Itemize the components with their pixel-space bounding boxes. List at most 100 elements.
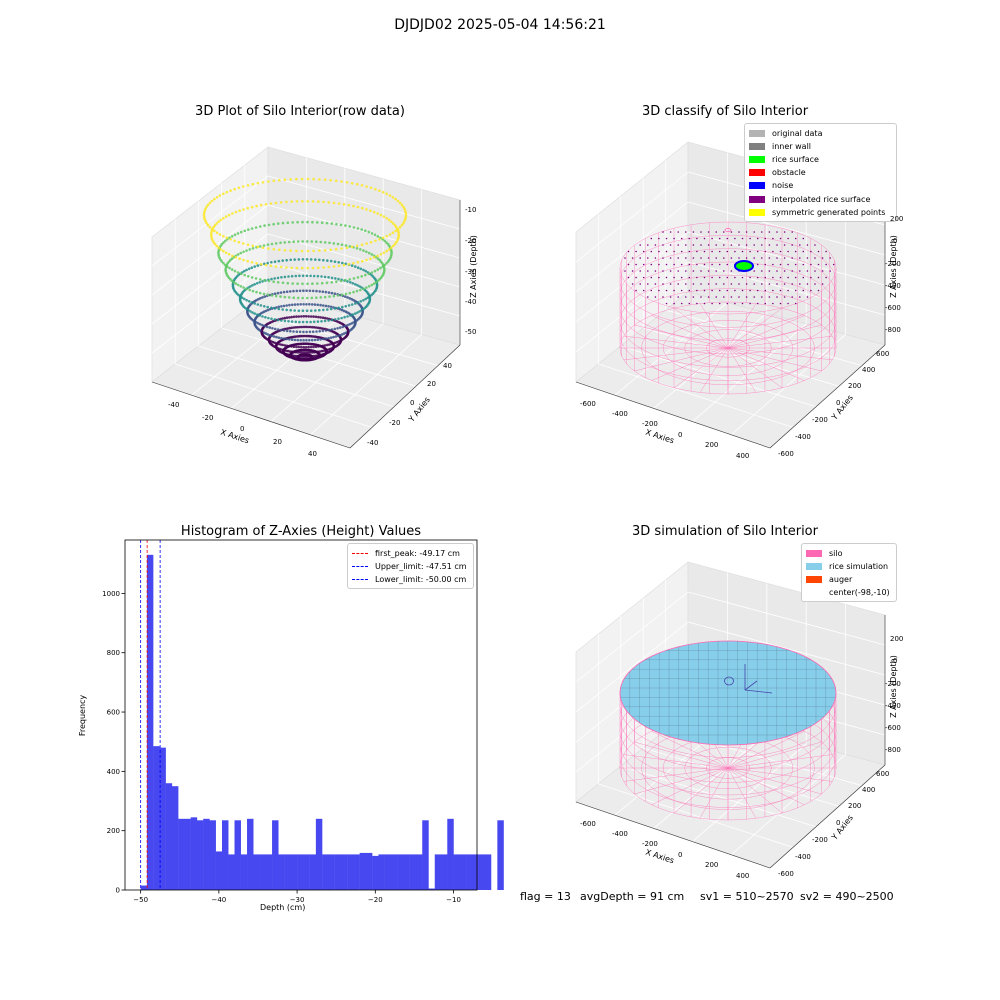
scatter-point: [326, 343, 329, 347]
grid-line: [687, 621, 886, 676]
interpolated-point: [829, 257, 831, 259]
scatter-point: [381, 190, 385, 194]
scatter-point: [266, 243, 270, 246]
plot1-title: 3D Plot of Silo Interior(row data): [195, 104, 405, 119]
scatter-point: [222, 262, 225, 265]
scatter-point: [327, 201, 331, 204]
scatter-point: [306, 240, 309, 243]
scatter-point: [210, 199, 214, 203]
scatter-point: [229, 189, 232, 192]
scatter-point: [298, 351, 302, 354]
p2-ztick: 200: [890, 215, 904, 223]
interpolated-point: [642, 276, 645, 279]
scatter-point: [376, 254, 379, 258]
interpolated-point: [783, 296, 786, 298]
scatter-point: [403, 219, 406, 223]
interpolated-point: [745, 231, 748, 233]
legend-item: obstacle: [749, 166, 891, 179]
y-tick-label: 0: [116, 887, 120, 895]
scatter-point: [393, 242, 397, 246]
scatter-point: [283, 295, 287, 299]
interpolated-point: [753, 270, 755, 272]
histogram-bar: [372, 855, 379, 890]
scatter-point: [239, 272, 243, 276]
scatter-point: [215, 244, 218, 248]
scatter-point: [364, 229, 367, 233]
histogram-bar: [353, 854, 360, 890]
interpolated-point: [794, 263, 797, 266]
interpolated-point: [662, 283, 664, 285]
interpolated-point: [825, 276, 827, 279]
interpolated-point: [680, 302, 683, 305]
scatter-point: [319, 338, 322, 341]
histogram-bar: [146, 554, 154, 890]
interpolated-point: [817, 263, 820, 266]
scatter-point: [334, 335, 338, 338]
scatter-point: [359, 288, 362, 292]
scatter-point: [388, 233, 392, 236]
grid-line: [267, 204, 461, 259]
interpolated-point: [669, 296, 672, 298]
scatter-point: [239, 285, 243, 288]
interpolated-point: [749, 237, 751, 240]
interpolated-point: [662, 244, 664, 246]
interpolated-point: [677, 257, 679, 259]
interpolated-point: [688, 289, 691, 292]
scatter-point: [332, 201, 336, 205]
interpolated-point: [711, 237, 713, 240]
interpolated-point: [715, 270, 717, 272]
scatter-point: [315, 296, 318, 300]
legend-swatch: [352, 566, 368, 568]
p2-xtick: -600: [580, 400, 596, 408]
scatter-point: [286, 221, 290, 224]
scatter-point: [391, 196, 395, 199]
scatter-point: [356, 261, 360, 264]
interpolated-point: [772, 250, 774, 253]
scatter-point: [322, 258, 325, 262]
scatter-point: [365, 286, 368, 289]
scatter-point: [326, 317, 329, 320]
interpolated-point: [753, 231, 755, 233]
p2-ytick: -600: [778, 450, 794, 458]
interpolated-point: [627, 250, 630, 253]
scatter-point: [368, 295, 372, 298]
interpolated-point: [639, 244, 641, 246]
scatter-point: [364, 269, 368, 273]
scatter-point: [256, 245, 260, 249]
scatter-point: [259, 304, 263, 307]
scatter-point: [247, 300, 251, 303]
auger-marker: [724, 228, 732, 232]
scatter-point: [222, 234, 225, 238]
plot3-title: Histogram of Z-Axies (Height) Values: [180, 524, 422, 539]
auger-marker: [724, 676, 734, 686]
scatter-point: [349, 281, 352, 284]
x-tick-label: −30: [290, 896, 305, 904]
legend-item: silo: [806, 547, 891, 560]
scatter-point: [263, 278, 266, 282]
histogram-bar: [409, 854, 417, 890]
interpolated-point: [707, 283, 710, 285]
scatter-point: [281, 259, 285, 262]
scatter-point: [364, 273, 367, 277]
p1-ytick: -40: [367, 439, 379, 447]
scatter-point: [295, 200, 299, 203]
legend-label: silo: [829, 549, 843, 559]
histogram-bar: [303, 854, 310, 890]
scatter-point: [256, 181, 260, 185]
rice-simulation-surface: [619, 640, 837, 746]
p4-ytick: 600: [876, 770, 890, 778]
scatter-point: [250, 276, 254, 279]
scatter-point: [240, 296, 244, 300]
scatter-point: [282, 329, 286, 332]
interpolated-point: [700, 296, 702, 298]
silo-floor-spoke: [699, 347, 729, 393]
scatter-point: [314, 309, 317, 312]
interpolated-point: [631, 270, 634, 272]
scatter-point: [256, 264, 260, 267]
interpolated-point: [685, 257, 687, 259]
interpolated-point: [776, 270, 778, 272]
scatter-point: [250, 261, 254, 264]
scatter-point: [305, 274, 309, 278]
interpolated-point: [673, 237, 675, 240]
